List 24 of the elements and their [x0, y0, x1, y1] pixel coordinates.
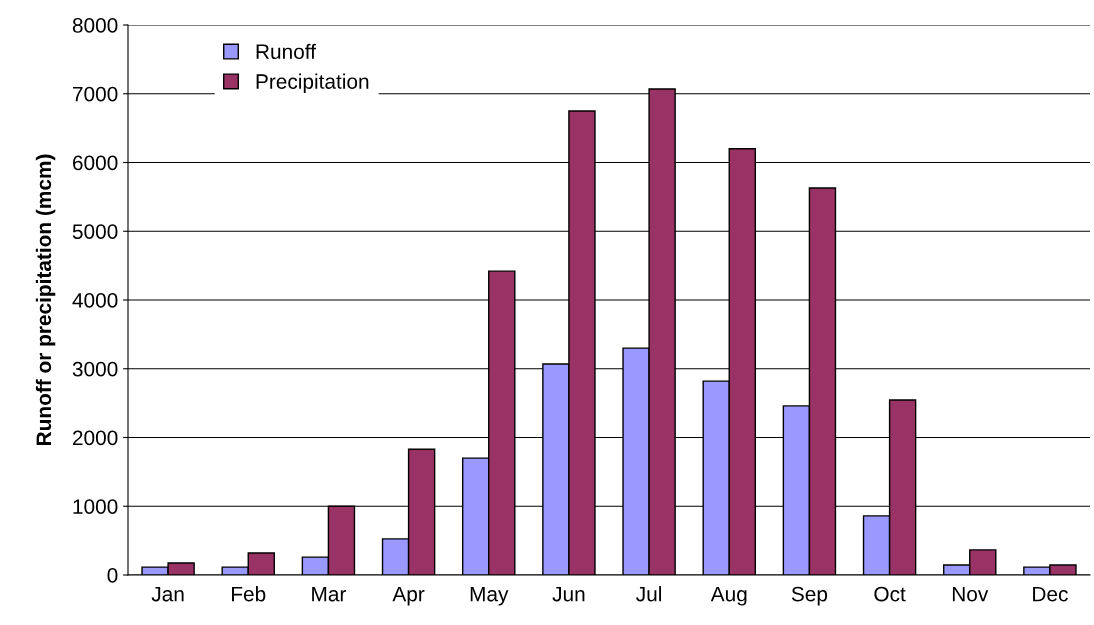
x-tick-label: Jan: [151, 586, 184, 602]
x-tick-label: Jun: [552, 586, 585, 602]
legend-label: Precipitation: [256, 73, 369, 94]
x-tick-label: Jul: [636, 586, 662, 602]
x-tick-label: Oct: [874, 586, 906, 602]
x-tick-label: Feb: [232, 586, 266, 602]
x-tick-label: May: [470, 586, 509, 606]
y-tick-label: 2000: [72, 430, 118, 446]
y-tick-label: 1000: [73, 499, 118, 514]
y-tick-label: 5000: [72, 224, 118, 239]
legend-label: Runoff: [256, 43, 317, 60]
y-tick-label: 3000: [72, 361, 118, 377]
x-tick-label: Dec: [1033, 586, 1068, 602]
y-axis-title: Runoff or precipitation (mcm): [35, 154, 56, 446]
y-tick-label: 6000: [72, 155, 118, 171]
y-tick-label: 0: [107, 568, 118, 583]
x-tick-label: Nov: [952, 586, 989, 602]
x-tick-label: Sep: [791, 586, 828, 606]
y-tick-label: 8000: [72, 18, 118, 33]
y-tick-label: 4000: [72, 293, 118, 308]
x-tick-label: Apr: [392, 586, 425, 606]
x-tick-label: Mar: [312, 586, 347, 602]
y-tick-label: 7000: [73, 86, 118, 102]
x-tick-label: Aug: [710, 586, 747, 606]
